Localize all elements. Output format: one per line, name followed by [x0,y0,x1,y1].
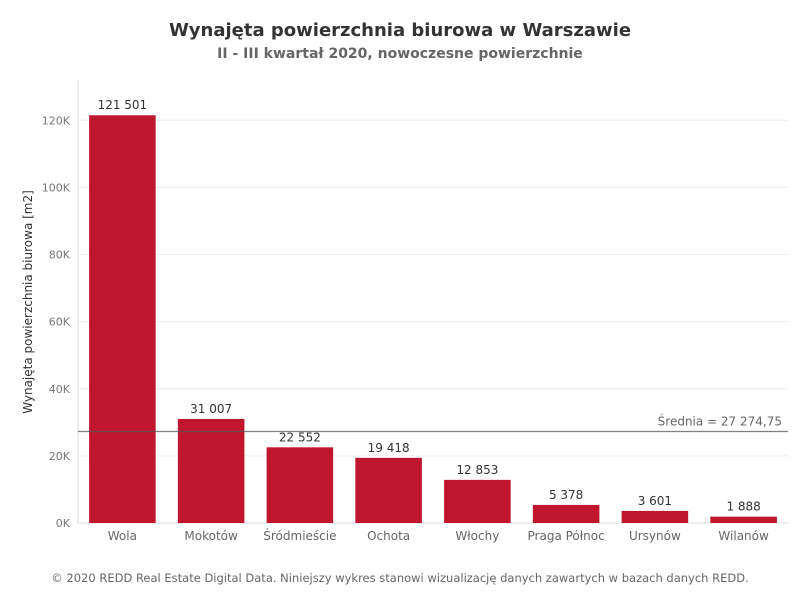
bar-value-label: 12 853 [456,463,498,477]
x-tick-label: Wola [108,529,137,543]
chart-subtitle: II - III kwartał 2020, nowoczesne powier… [217,46,583,62]
average-line-group: Średnia = 27 274,75 [78,413,788,433]
x-tick-label: Śródmieście [263,528,336,543]
bar [89,115,156,523]
average-label: Średnia = 27 274,75 [658,413,782,428]
bar-value-label: 1 888 [726,500,760,514]
x-tick-label: Ursynów [629,529,681,543]
bar-value-label: 22 552 [279,430,321,444]
y-axis-label: Wynajęta powierzchnia biurowa [m2] [21,190,35,414]
y-tick-label: 0K [56,517,71,530]
bar [710,516,777,523]
x-tick-label: Włochy [455,529,499,543]
x-tick-label: Wilanów [718,529,769,543]
bar-value-label: 19 418 [368,441,410,455]
bar-value-label: 3 601 [638,494,672,508]
bar-value-label: 31 007 [190,402,232,416]
bar [621,510,689,523]
y-tick-label: 60K [49,316,71,329]
bar [355,457,422,523]
bar [444,479,511,523]
x-tick-label: Mokotów [184,529,238,543]
y-tick-label: 80K [49,249,71,262]
x-tick-label: Praga Północ [528,529,605,543]
data-labels: 121 501 31 007 22 552 19 418 12 853 5 378 3 60… [98,98,761,513]
bar-value-label: 5 378 [549,488,583,502]
bar [266,447,334,523]
axes: 0K 20K 40K 60K 80K 100K 120K Wola Mokotów Śródmie… [42,80,788,543]
chart-title: Wynajęta powierzchnia biurowa w Warszawi… [168,20,632,41]
y-tick-label: 20K [49,450,71,463]
bar [177,418,245,523]
x-tick-label: Ochota [367,529,410,543]
footer-note: © 2020 REDD Real Estate Digital Data. Ni… [51,571,749,585]
y-tick-label: 40K [49,383,71,396]
bar-value-label: 121 501 [98,98,148,112]
bars [89,115,777,523]
y-tick-label: 100K [42,181,71,194]
y-tick-label: 120K [42,114,71,127]
bar [532,504,600,523]
